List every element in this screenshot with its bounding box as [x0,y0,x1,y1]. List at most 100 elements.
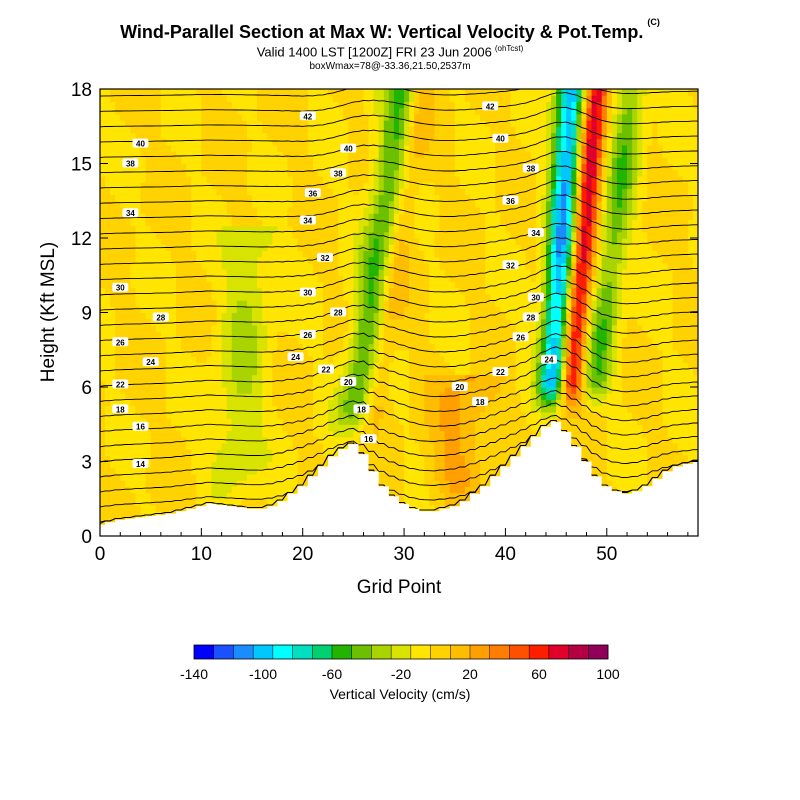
velocity-cell [373,387,380,394]
velocity-cell [444,486,451,494]
velocity-cell [383,250,390,258]
velocity-cell [348,349,354,357]
velocity-cell [115,318,121,326]
velocity-cell [170,225,177,233]
velocity-cell [399,194,405,202]
velocity-cell [140,188,147,196]
velocity-cell [211,169,218,177]
velocity-cell [211,387,218,394]
velocity-cell [165,492,172,500]
velocity-cell [252,343,258,351]
velocity-cell [424,281,431,289]
velocity-cell [368,132,375,140]
velocity-cell [130,244,137,252]
velocity-cell [317,411,324,419]
velocity-cell [216,293,223,301]
velocity-cell [186,244,192,252]
velocity-cell [170,393,177,401]
velocity-cell [429,275,436,283]
velocity-cell [388,157,395,165]
velocity-cell [120,89,126,96]
velocity-cell [120,113,126,121]
velocity-cell [302,442,309,450]
velocity-cell [297,411,304,419]
velocity-cell [434,355,441,363]
velocity-cell [110,231,116,239]
velocity-cell [404,182,410,189]
velocity-cell [439,300,446,307]
velocity-cell [378,449,385,456]
velocity-cell [424,194,431,202]
velocity-cell [130,113,137,121]
velocity-cell [393,169,400,177]
velocity-cell [383,175,390,183]
velocity-cell [307,206,314,214]
velocity-cell [338,95,344,103]
velocity-cell [409,461,415,469]
velocity-cell [439,449,446,456]
velocity-cell [282,387,289,394]
velocity-cell [160,120,167,127]
velocity-cell [201,275,208,283]
velocity-cell [292,411,299,419]
velocity-cell [409,492,415,500]
velocity-cell [145,175,152,183]
velocity-cell [404,467,410,475]
velocity-cell [201,206,208,214]
velocity-cell [105,213,111,220]
velocity-cell [287,275,294,283]
velocity-cell [241,324,248,332]
velocity-cell [186,418,192,425]
velocity-cell [393,449,400,456]
velocity-cell [221,387,228,394]
velocity-cell [399,269,405,276]
velocity-cell [246,442,253,450]
velocity-cell [353,244,360,252]
velocity-cell [196,380,202,388]
velocity-cell [378,188,385,196]
velocity-cell [115,430,121,438]
velocity-cell [221,449,228,456]
velocity-cell [176,163,182,171]
velocity-cell [221,269,228,276]
velocity-cell [201,89,208,96]
velocity-cell [145,262,152,270]
velocity-cell [206,331,213,338]
velocity-cell [257,374,263,382]
velocity-cell [150,504,157,512]
velocity-cell [165,126,172,134]
velocity-cell [145,449,152,456]
velocity-cell [145,368,152,376]
velocity-cell [353,269,360,276]
velocity-cell [165,362,172,369]
velocity-cell [444,324,451,332]
velocity-cell [393,200,400,208]
velocity-cell [105,424,111,432]
velocity-cell [287,306,294,314]
velocity-cell [246,238,253,245]
velocity-cell [368,455,375,463]
velocity-cell [105,219,111,227]
velocity-cell [226,219,233,227]
velocity-cell [444,504,451,512]
velocity-cell [176,442,182,450]
velocity-cell [267,200,273,208]
velocity-cell [272,219,278,227]
velocity-cell [252,498,258,506]
velocity-cell [312,281,319,289]
velocity-cell [140,337,147,345]
velocity-cell [307,362,314,369]
velocity-cell [246,424,253,432]
velocity-cell [419,300,425,307]
velocity-cell [419,405,425,413]
velocity-cell [348,120,354,127]
velocity-cell [338,107,344,115]
velocity-cell [272,95,278,103]
velocity-cell [100,113,106,121]
velocity-cell [246,256,253,264]
velocity-cell [236,132,243,140]
velocity-cell [393,393,400,401]
velocity-cell [439,238,446,245]
velocity-cell [226,213,233,220]
velocity-cell [140,182,147,189]
